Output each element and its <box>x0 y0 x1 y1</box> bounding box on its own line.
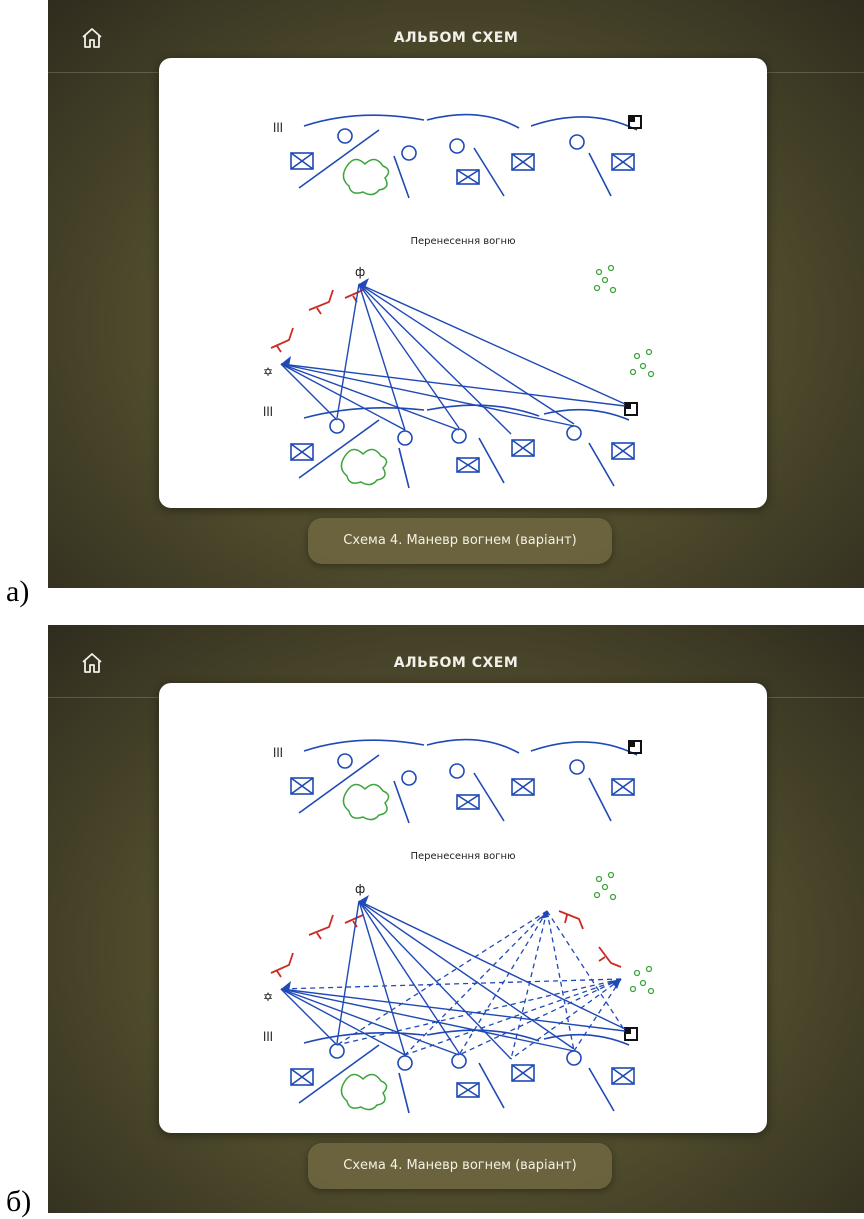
mine-barrier-icon <box>308 289 334 315</box>
arrow-heads <box>281 278 369 366</box>
scheme-heading: Перенесення вогню <box>410 236 515 247</box>
scheme-heading: Перенесення вогню <box>410 851 515 862</box>
antitank-obstacle-icon: ⅼⅼⅼ <box>273 746 283 760</box>
screen-panel-a: АЛЬБОМ СХЕМ ⅼⅼⅼ Перенесення вогню <box>48 0 864 588</box>
observation-post-icon: ✡ <box>263 990 273 1004</box>
top-formation <box>290 738 638 824</box>
mine-barrier-icon <box>270 952 294 978</box>
bottom-formation <box>290 404 635 489</box>
mine-barrier-icon <box>598 946 622 968</box>
scheme-card: ⅼⅼⅼ Перенесення вогню ⅼⅼⅼ ✡ ф <box>159 683 767 1133</box>
antitank-obstacle-icon: ⅼⅼⅼ <box>273 121 283 135</box>
scheme-caption-button[interactable]: Схема 4. Маневр вогнем (варіант) <box>308 1143 612 1189</box>
observation-post-icon: ✡ <box>263 365 273 379</box>
antitank-obstacle-icon: ⅼⅼⅼ <box>263 1030 273 1044</box>
figure-label-a: а) <box>6 575 30 608</box>
app-title: АЛЬБОМ СХЕМ <box>393 655 519 671</box>
antitank-obstacle-icon: ⅼⅼⅼ <box>263 405 273 419</box>
observation-post-icon: ф <box>355 882 365 896</box>
scheme-diagram: ⅼⅼⅼ Перенесення вогню ⅼⅼⅼ ✡ ф <box>263 738 655 1114</box>
scheme-card: ⅼⅼⅼ Перенесення вогню ⅼⅼⅼ ✡ ф <box>159 58 767 508</box>
mine-barrier-icon <box>344 289 364 303</box>
mine-barrier-icon <box>270 327 294 353</box>
screen-panel-b: АЛЬБОМ СХЕМ ⅼⅼⅼ Перенесення вогню <box>48 625 864 1213</box>
fire-arrows <box>280 283 626 435</box>
bottom-formation <box>290 1029 635 1114</box>
enemy-position-icon <box>593 871 617 901</box>
arrow-heads <box>281 895 621 991</box>
bush-icon <box>342 783 390 821</box>
app-title: АЛЬБОМ СХЕМ <box>393 30 519 46</box>
scheme-caption-button[interactable]: Схема 4. Маневр вогнем (варіант) <box>308 518 612 564</box>
mine-barrier-icon <box>558 910 584 930</box>
figure-label-b: б) <box>6 1185 32 1218</box>
fire-arrows-dashed <box>280 910 626 1060</box>
mine-barrier-icon <box>308 914 334 940</box>
enemy-position-icon <box>629 965 655 995</box>
enemy-position-icon <box>629 348 655 378</box>
bush-icon <box>340 1073 388 1111</box>
top-formation <box>290 113 638 199</box>
enemy-position-icon <box>593 264 617 294</box>
bush-icon <box>340 448 388 486</box>
home-icon[interactable] <box>80 651 104 675</box>
home-icon[interactable] <box>80 26 104 50</box>
observation-post-icon: ф <box>355 265 365 279</box>
scheme-diagram: ⅼⅼⅼ Перенесення вогню ⅼⅼⅼ ✡ ф <box>263 113 655 489</box>
mine-barrier-icon <box>344 914 364 928</box>
bush-icon <box>342 158 390 196</box>
